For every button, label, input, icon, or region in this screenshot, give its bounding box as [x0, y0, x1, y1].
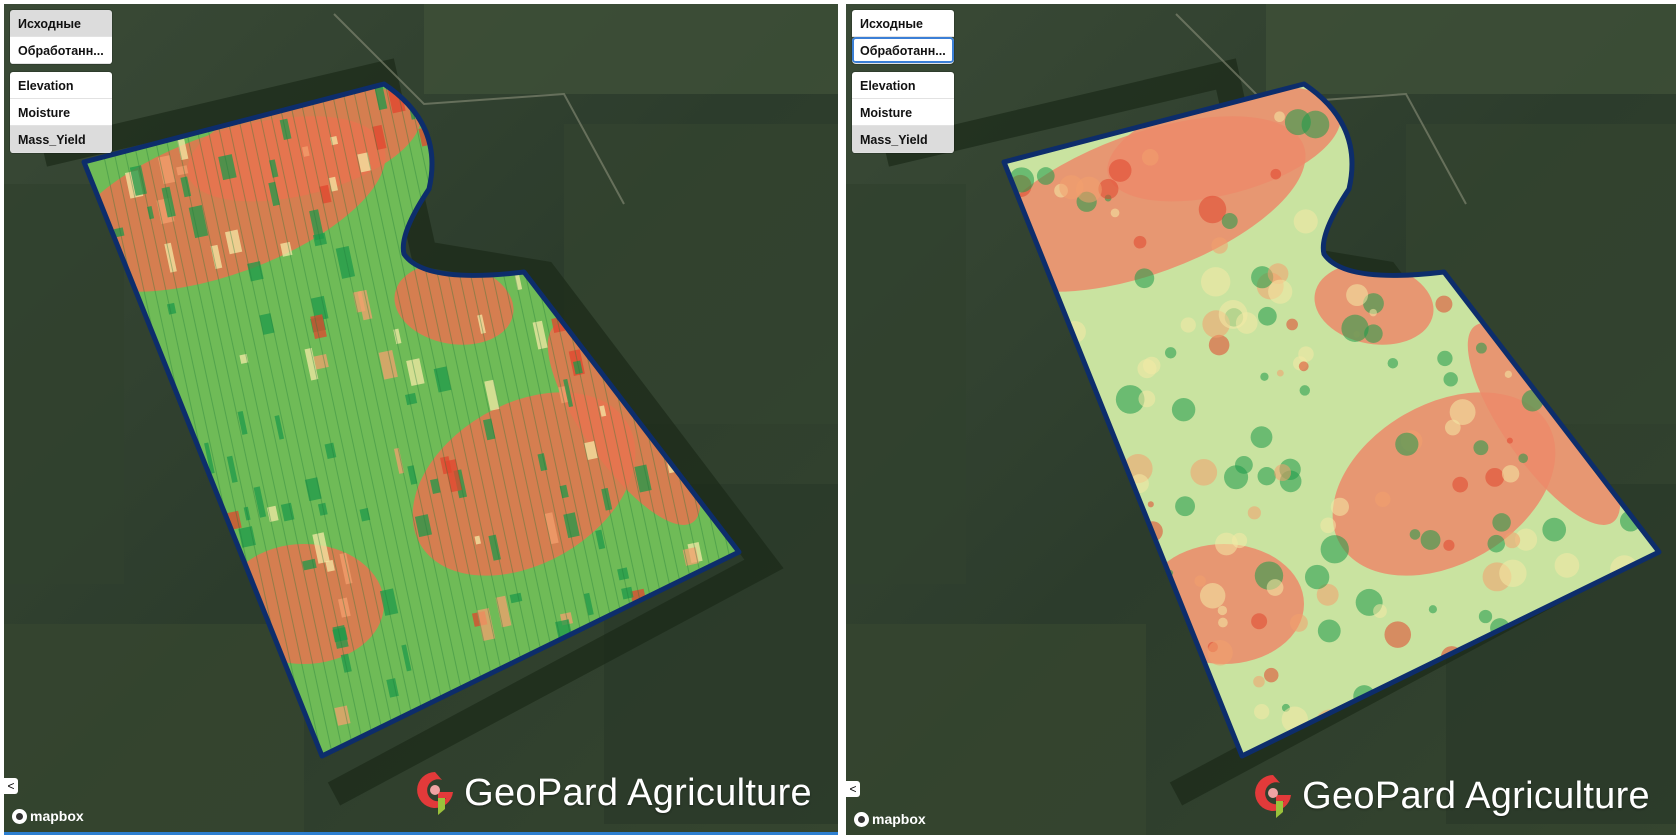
layer-mass-yield-button[interactable]: Mass_Yield — [10, 126, 112, 153]
low-yield-zone — [547, 323, 701, 525]
farmland-patch — [4, 624, 304, 832]
mapbox-attribution[interactable]: mapbox — [854, 811, 926, 827]
geopard-logo-icon — [417, 772, 454, 815]
watermark-text: GeoPard Agriculture — [1302, 774, 1650, 817]
layer-moisture-button[interactable]: Moisture — [852, 99, 954, 126]
tree-belt — [41, 58, 784, 806]
farmland-patch — [846, 624, 1146, 835]
farmland-patch — [1266, 4, 1676, 94]
field-boundary[interactable] — [1001, 81, 1662, 759]
geopard-watermark: GeoPard Agriculture — [1250, 771, 1650, 821]
mapbox-label: mapbox — [872, 811, 926, 827]
field-boundary[interactable] — [81, 81, 742, 759]
geopard-watermark: GeoPard Agriculture — [412, 768, 812, 818]
farmland-patch — [424, 4, 838, 94]
geopard-logo-icon — [1255, 775, 1292, 818]
mapbox-attribution[interactable]: mapbox — [12, 808, 84, 824]
yield-map-processed[interactable] — [846, 4, 1676, 835]
source-raw-button[interactable]: Исходные — [852, 10, 954, 37]
data-source-switcher: Исходные Обработанн... — [852, 10, 954, 64]
source-raw-button[interactable]: Исходные — [10, 10, 112, 37]
farmland-patch — [846, 184, 966, 584]
dirt-road — [333, 13, 625, 205]
layer-switcher: Elevation Moisture Mass_Yield — [10, 72, 112, 153]
layer-elevation-button[interactable]: Elevation — [852, 72, 954, 99]
low-yield-zone — [412, 392, 636, 576]
layer-elevation-button[interactable]: Elevation — [10, 72, 112, 99]
dirt-road — [1175, 13, 1467, 205]
collapse-panel-button[interactable]: < — [4, 778, 18, 794]
mapbox-logo-icon — [854, 811, 869, 827]
map-panel-processed[interactable]: Исходные Обработанн... Elevation Moistur… — [846, 4, 1676, 835]
layer-mass-yield-button[interactable]: Mass_Yield — [852, 126, 954, 153]
yield-map-raw[interactable] — [4, 4, 838, 835]
mapbox-logo-icon — [12, 808, 27, 824]
layer-moisture-button[interactable]: Moisture — [10, 99, 112, 126]
mapbox-label: mapbox — [30, 808, 84, 824]
farmland-patch — [4, 184, 124, 584]
watermark-text: GeoPard Agriculture — [464, 771, 812, 814]
collapse-panel-button[interactable]: < — [846, 781, 860, 797]
yield-heatmap — [1004, 84, 1659, 756]
source-processed-button[interactable]: Обработанн... — [10, 37, 112, 64]
source-processed-button[interactable]: Обработанн... — [852, 37, 954, 64]
data-source-switcher: Исходные Обработанн... — [10, 10, 112, 64]
layer-switcher: Elevation Moisture Mass_Yield — [852, 72, 954, 153]
map-panel-raw[interactable]: Исходные Обработанн... Elevation Moistur… — [4, 4, 838, 835]
